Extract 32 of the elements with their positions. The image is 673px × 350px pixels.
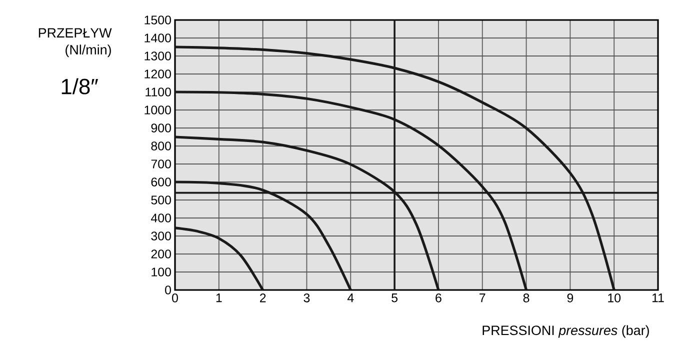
x-tick-label: 1 <box>216 294 222 302</box>
x-tick-label: 4 <box>347 294 354 302</box>
y-tick-label: 1200 <box>144 70 171 78</box>
x-tick-label: 10 <box>608 294 621 302</box>
y-tick-label: 1300 <box>144 52 171 60</box>
y-axis-title: PRZEPŁYW (Nl/min) <box>38 28 112 58</box>
x-tick-label: 9 <box>567 294 574 302</box>
y-tick-label: 100 <box>152 268 171 276</box>
y-tick-label: 300 <box>151 232 171 240</box>
y-tick-label: 1000 <box>144 106 171 114</box>
y-tick-label: 900 <box>151 124 171 132</box>
x-tick-label: 0 <box>172 294 178 302</box>
x-tick-label: 8 <box>523 294 530 302</box>
x-tick-label: 7 <box>480 294 486 302</box>
text: 1/8″ <box>62 78 98 94</box>
y-tick-label: 200 <box>151 250 171 258</box>
line-series <box>175 226 264 290</box>
y-tick-label: 400 <box>150 214 171 222</box>
x-tick-label: 3 <box>304 294 310 302</box>
y-tick-label: 1500 <box>144 16 171 24</box>
x-axis-title: PRESSIONI pressures (bar) <box>482 325 649 338</box>
x-tick-label: 5 <box>392 294 398 302</box>
y-tick-label: 700 <box>151 160 171 168</box>
y-tick-label: 600 <box>151 178 171 186</box>
y-tick-label: 0 <box>165 286 171 294</box>
y-tick-label: 800 <box>151 142 171 150</box>
x-tick-label: 11 <box>652 294 664 302</box>
y-tick-label: 1100 <box>146 88 171 96</box>
x-tick-label: 2 <box>260 294 266 302</box>
y-tick-label: 1400 <box>144 34 171 42</box>
x-tick-label: 6 <box>436 294 442 302</box>
y-tick-label: 500 <box>151 196 171 204</box>
